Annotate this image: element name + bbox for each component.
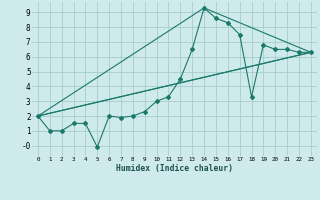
X-axis label: Humidex (Indice chaleur): Humidex (Indice chaleur) — [116, 164, 233, 173]
